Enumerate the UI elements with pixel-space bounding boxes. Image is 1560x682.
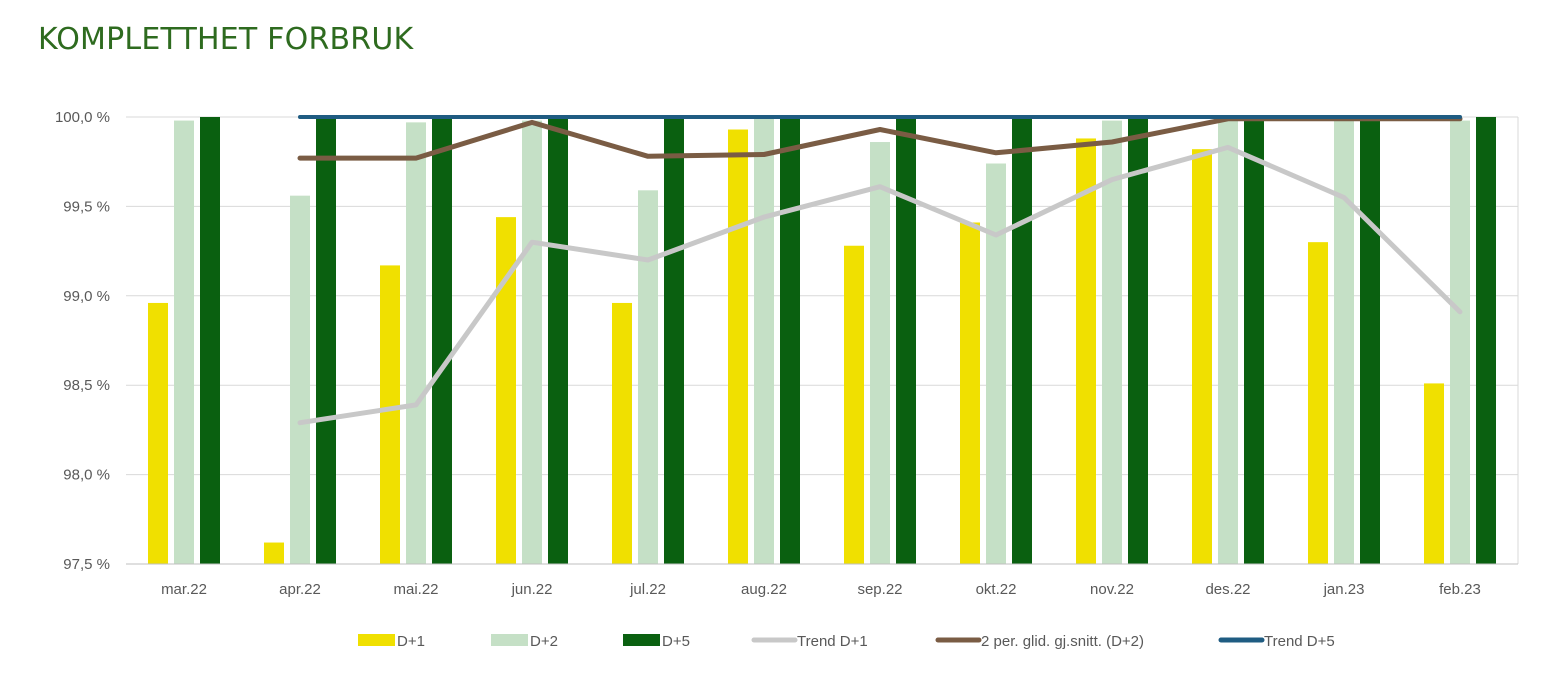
x-tick-label: sep.22: [857, 581, 902, 598]
bar-d-2-des-22: [1218, 118, 1238, 565]
bar-d-1-feb-23: [1424, 383, 1444, 564]
y-tick-label: 99,5 %: [63, 198, 110, 215]
bar-d-1-apr-22: [264, 542, 284, 564]
line-layer: [297, 115, 1463, 426]
x-tick-label: nov.22: [1090, 581, 1134, 598]
x-tick-label: feb.23: [1439, 581, 1481, 598]
legend-label: D+2: [530, 633, 558, 650]
x-tick-label: jan.23: [1323, 581, 1365, 598]
y-tick-label: 98,5 %: [63, 377, 110, 394]
bar-d-2-jun-22: [522, 120, 542, 565]
y-tick-label: 97,5 %: [63, 556, 110, 573]
bar-d-1-nov-22: [1076, 138, 1096, 564]
bar-d-1-okt-22: [960, 222, 980, 564]
bar-layer: [148, 117, 1496, 565]
bar-d-5-nov-22: [1128, 117, 1148, 564]
bar-d-2-okt-22: [986, 163, 1006, 564]
bar-d-1-des-22: [1192, 149, 1212, 564]
bar-d-2-aug-22: [754, 118, 774, 565]
bar-d-2-nov-22: [1102, 120, 1122, 565]
legend-label: Trend D+5: [1264, 633, 1335, 650]
bar-d-1-mai-22: [380, 265, 400, 564]
bar-d-1-mar-22: [148, 302, 168, 564]
legend-swatch: [623, 634, 660, 646]
bar-d-2-sep-22: [870, 142, 890, 565]
y-axis: 97,5 % 98,0 % 98,5 % 99,0 % 99,5 % 100,0 %: [55, 109, 110, 573]
bar-d-1-jan-23: [1308, 242, 1328, 564]
bar-d-5-aug-22: [780, 117, 800, 564]
legend[interactable]: D+1 D+2 D+5 Trend D+1 2 per. glid. gj.snitt.…: [358, 633, 1335, 650]
bar-d-1-aug-22: [728, 129, 748, 565]
bar-d-2-jul-22: [638, 190, 658, 565]
bar-d-5-sep-22: [896, 117, 916, 564]
bar-d-1-sep-22: [844, 245, 864, 564]
y-tick-label: 100,0 %: [55, 109, 110, 126]
legend-label: D+5: [662, 633, 690, 650]
bar-d-5-jan-23: [1360, 117, 1380, 564]
chart-title: KOMPLETTHET FORBRUK: [38, 22, 414, 57]
x-tick-label: apr.22: [279, 581, 321, 598]
bar-d-5-apr-22: [316, 117, 336, 564]
legend-label: Trend D+1: [797, 633, 868, 650]
x-tick-label: okt.22: [976, 581, 1017, 598]
series-line-trend-d-1: [297, 144, 1463, 426]
bar-d-5-des-22: [1244, 117, 1264, 564]
bar-d-5-mai-22: [432, 117, 452, 564]
bar-d-5-mar-22: [200, 117, 220, 564]
x-tick-label: aug.22: [741, 581, 787, 598]
legend-label: 2 per. glid. gj.snitt. (D+2): [981, 633, 1144, 650]
bar-d-2-mai-22: [406, 122, 426, 564]
x-axis: mar.22 apr.22 mai.22 jun.22 jul.22 aug.22 sep.…: [126, 563, 1518, 598]
bar-d-2-jan-23: [1334, 118, 1354, 565]
bar-d-5-feb-23: [1476, 117, 1496, 564]
bar-d-1-jul-22: [612, 302, 632, 564]
legend-label: D+1: [397, 633, 425, 650]
y-tick-label: 98,0 %: [63, 467, 110, 484]
legend-swatch: [491, 634, 528, 646]
bar-d-5-jun-22: [548, 117, 568, 564]
bar-d-5-okt-22: [1012, 117, 1032, 564]
bar-d-1-jun-22: [496, 217, 516, 565]
legend-swatch: [358, 634, 395, 646]
bar-d-5-jul-22: [664, 117, 684, 564]
x-tick-label: mai.22: [393, 581, 438, 598]
bar-d-2-apr-22: [290, 195, 310, 564]
y-tick-label: 99,0 %: [63, 288, 110, 305]
x-tick-label: mar.22: [161, 581, 207, 598]
bar-d-2-feb-23: [1450, 120, 1470, 565]
x-tick-label: jul.22: [629, 581, 666, 598]
x-tick-label: des.22: [1205, 581, 1250, 598]
bar-d-2-mar-22: [174, 120, 194, 565]
x-tick-label: jun.22: [511, 581, 553, 598]
